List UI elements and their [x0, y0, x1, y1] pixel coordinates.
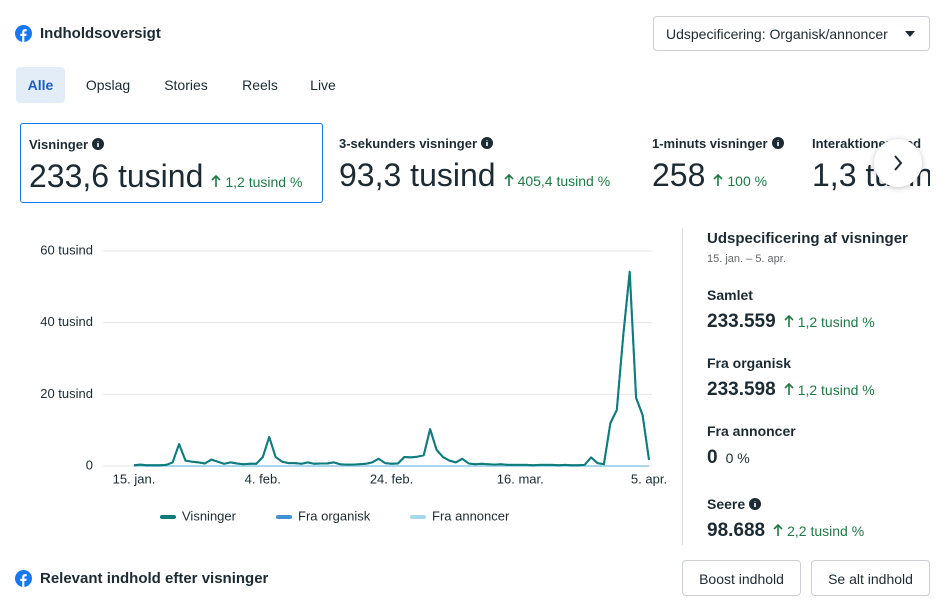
tab[interactable]: Opslag [85, 77, 131, 93]
breakdown-item: Samlet 233.559 1,2 tusind % [707, 287, 875, 333]
dropdown-caret [905, 31, 915, 37]
next-button[interactable] [874, 139, 922, 187]
breakdown-label-text: Seere [707, 496, 746, 512]
info-icon [92, 138, 105, 150]
metric-label: 3-sekunders visninger [339, 136, 628, 151]
up-arrow-icon [503, 174, 514, 186]
x-tick-label: 15. jan. [113, 471, 156, 486]
divider [682, 228, 683, 545]
legend-swatch [410, 515, 426, 519]
breakdown-label-text: Fra organisk [707, 355, 792, 371]
breakdown-title: Udspecificering af visninger [707, 230, 908, 247]
breakdown-label: Fra annoncer [707, 423, 796, 439]
metric-card[interactable]: 3-sekunders visninger 93,3 tusind 405,4 tu… [331, 123, 636, 203]
info-icon [749, 498, 762, 510]
metric-row: 93,3 tusind 405,4 tusind % [339, 151, 628, 194]
x-tick-label: 24. feb. [370, 471, 413, 486]
metric-label: Visninger [29, 137, 314, 152]
metric-change: 1,2 tusind % [225, 174, 303, 190]
button[interactable]: Se alt indhold [811, 560, 930, 596]
button[interactable]: Boost indhold [682, 560, 801, 596]
breakdown-change: 2,2 tusind % [787, 523, 865, 539]
breakdown-change: 0 % [725, 450, 750, 466]
metric-change: 100 % [727, 173, 768, 189]
breakdown-subtitle: 15. jan. – 5. apr. [707, 253, 786, 265]
breakdown-value: 233.598 [707, 379, 776, 400]
chart: 0 20 tusind 40 tusind 60 tusind 15. jan. 4. f… [40, 242, 667, 523]
arrow-path [713, 174, 723, 186]
up-arrow-icon [713, 174, 723, 186]
breakdown-change: 1,2 tusind % [797, 314, 875, 330]
tab[interactable]: Reels [242, 77, 278, 93]
up-arrow-icon [773, 524, 783, 536]
arrow-path [503, 174, 514, 186]
metric-card[interactable]: Visninger 233,6 tusind 1,2 tusind % [20, 123, 323, 203]
series-line [133, 270, 650, 467]
breakdown-item: Fra annoncer 0 0 % [707, 423, 796, 469]
breakdown-label: Samlet [707, 287, 875, 303]
facebook-icon [15, 570, 32, 587]
breakdown-item: Seere 98.688 2,2 tusind % [707, 496, 864, 542]
breakdown-row: 233.598 1,2 tusind % [707, 379, 875, 401]
facebook-icon [15, 25, 32, 42]
chevron-icon [894, 155, 903, 171]
breakdown-row: 233.559 1,2 tusind % [707, 311, 875, 333]
y-tick-label: 20 tusind [40, 386, 93, 401]
breakdown-item: Fra organisk 233.598 1,2 tusind % [707, 355, 875, 401]
metric-row: 258 100 % [652, 151, 788, 194]
metric-value: 258 [652, 157, 706, 193]
legend-swatch [160, 515, 176, 519]
y-tick-label: 40 tusind [40, 314, 93, 329]
x-tick-label: 16. mar. [497, 471, 544, 486]
metric-label-text: 3-sekunders visninger [339, 136, 477, 151]
metric-label: 1-minuts visninger [652, 136, 788, 151]
arrow-path [784, 383, 794, 395]
legend-label: Visninger [182, 508, 237, 523]
legend-label: Fra annoncer [432, 508, 510, 523]
legend-label: Fra organisk [298, 508, 371, 523]
metric-card[interactable]: 1-minuts visninger 258 100 % [644, 123, 796, 203]
header-title: Indholdsoversigt [40, 25, 161, 42]
arrow-path [784, 315, 794, 327]
x-tick-label: 4. feb. [245, 471, 281, 486]
breakdown-value: 233.559 [707, 311, 776, 332]
breakdown-label-text: Fra annoncer [707, 423, 796, 439]
arrow-path [211, 175, 221, 187]
breakdown-label: Seere [707, 496, 864, 512]
tab[interactable]: Alle [16, 67, 65, 103]
breakdown-row: 0 0 % [707, 447, 796, 469]
series-line [133, 270, 650, 467]
up-arrow-icon [784, 315, 794, 327]
x-tick-label: 5. apr. [631, 471, 667, 486]
info-icon [771, 137, 784, 149]
metric-change: 405,4 tusind % [517, 173, 611, 189]
footer-title: Relevant indhold efter visninger [40, 570, 269, 587]
legend-swatch [276, 515, 292, 519]
arrow-path [773, 524, 783, 536]
tab[interactable]: Stories [164, 77, 208, 93]
y-tick-label: 60 tusind [40, 242, 93, 257]
metric-row: 233,6 tusind 1,2 tusind % [29, 152, 314, 195]
tab[interactable]: Live [310, 77, 336, 93]
breakdown-label-text: Samlet [707, 287, 753, 303]
breakdown-value: 98.688 [707, 520, 766, 541]
y-tick-label: 0 [86, 457, 93, 472]
metric-value: 93,3 tusind [339, 157, 496, 193]
info-icon [481, 137, 493, 149]
up-arrow-icon [784, 383, 794, 395]
breakdown-dropdown[interactable]: Udspecificering: Organisk/annoncer [653, 16, 930, 51]
metric-value: 233,6 tusind [29, 158, 204, 194]
breakdown-change: 1,2 tusind % [797, 382, 875, 398]
breakdown-label: Fra organisk [707, 355, 875, 371]
metric-label-text: 1-minuts visninger [652, 136, 768, 151]
breakdown-row: 98.688 2,2 tusind % [707, 520, 864, 542]
metric-label-text: Visninger [29, 137, 89, 152]
breakdown-value: 0 [707, 447, 718, 468]
up-arrow-icon [211, 175, 221, 187]
dropdown-label: Udspecificering: Organisk/annoncer [666, 26, 888, 42]
